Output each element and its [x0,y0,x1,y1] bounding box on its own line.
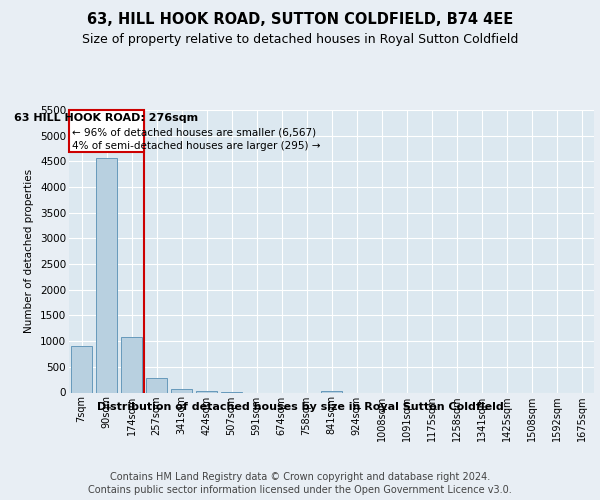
Bar [96,158,117,392]
Bar [146,378,167,392]
FancyBboxPatch shape [69,110,144,152]
Text: Contains public sector information licensed under the Open Government Licence v3: Contains public sector information licen… [88,485,512,495]
Text: 4% of semi-detached houses are larger (295) →: 4% of semi-detached houses are larger (2… [71,142,320,152]
Text: Size of property relative to detached houses in Royal Sutton Coldfield: Size of property relative to detached ho… [82,32,518,46]
Text: Contains HM Land Registry data © Crown copyright and database right 2024.: Contains HM Land Registry data © Crown c… [110,472,490,482]
Bar [121,337,142,392]
Bar [196,391,217,392]
Text: ← 96% of detached houses are smaller (6,567): ← 96% of detached houses are smaller (6,… [71,128,316,138]
Text: 63 HILL HOOK ROAD: 276sqm: 63 HILL HOOK ROAD: 276sqm [14,113,199,123]
Text: Distribution of detached houses by size in Royal Sutton Coldfield: Distribution of detached houses by size … [97,402,503,412]
Bar [71,346,92,393]
Y-axis label: Number of detached properties: Number of detached properties [25,169,34,334]
Text: 63, HILL HOOK ROAD, SUTTON COLDFIELD, B74 4EE: 63, HILL HOOK ROAD, SUTTON COLDFIELD, B7… [87,12,513,28]
Bar [171,390,192,392]
Bar [321,391,342,392]
